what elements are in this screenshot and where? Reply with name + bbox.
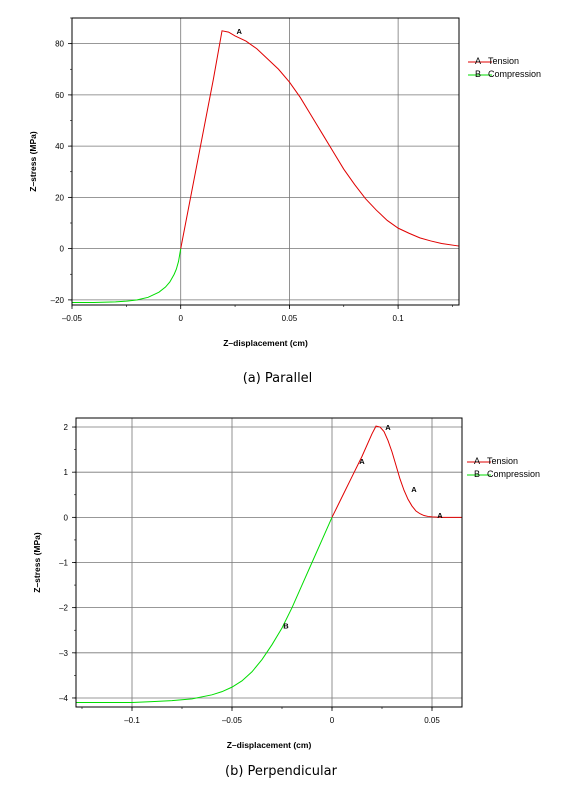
series-line-tension xyxy=(180,30,460,249)
grid-lines xyxy=(71,18,459,305)
tick-marks xyxy=(68,17,453,309)
y-tick-label: 2 xyxy=(64,423,69,432)
legend-label: Tension xyxy=(487,456,518,466)
chart-parallel: –0.05 0 0.05 0.1 –20 0 20 40 60 80 A Z–displaceme… xyxy=(28,17,541,386)
series-marker-label: B xyxy=(283,622,289,631)
y-tick-label: –2 xyxy=(59,604,68,613)
series-line-compression xyxy=(72,248,182,303)
plot-frame xyxy=(71,17,460,306)
legend-marker: B xyxy=(474,469,480,479)
y-tick-label: 60 xyxy=(55,91,64,100)
tick-marks xyxy=(72,426,433,711)
legend-label: Compression xyxy=(488,69,541,79)
series-lines xyxy=(76,425,462,703)
series-line-compression xyxy=(76,517,333,703)
series-marker-label: A xyxy=(437,511,443,520)
x-tick-label: –0.05 xyxy=(222,716,243,725)
legend: A Tension B Compression xyxy=(468,56,541,79)
y-tick-label: 1 xyxy=(64,468,69,477)
legend-marker: A xyxy=(475,56,481,66)
x-tick-label: –0.1 xyxy=(124,716,140,725)
tick-labels: –0.05 0 0.05 0.1 –20 0 20 40 60 80 xyxy=(51,40,405,323)
series-marker-label: A xyxy=(411,485,417,494)
grid-lines xyxy=(76,418,462,707)
x-axis-label: Z–displacement (cm) xyxy=(223,338,308,348)
x-tick-label: 0.05 xyxy=(282,314,298,323)
y-tick-label: –3 xyxy=(59,649,68,658)
y-tick-label: 0 xyxy=(64,513,69,522)
x-tick-label: 0 xyxy=(178,314,183,323)
series-marker-label: A xyxy=(237,27,243,36)
x-tick-label: 0 xyxy=(330,716,335,725)
y-tick-label: –4 xyxy=(59,694,68,703)
legend: A Tension B Compression xyxy=(467,456,540,479)
legend-marker: A xyxy=(474,456,480,466)
figure-caption: (b) Perpendicular xyxy=(225,764,338,779)
x-tick-label: 0.1 xyxy=(393,314,405,323)
figure-caption: (a) Parallel xyxy=(243,371,313,386)
y-tick-label: 80 xyxy=(55,40,64,49)
point-markers: A A A A B xyxy=(283,423,443,631)
y-tick-label: –20 xyxy=(51,296,65,305)
legend-marker: B xyxy=(475,69,481,79)
x-tick-label: 0.05 xyxy=(424,716,440,725)
x-tick-label: –0.05 xyxy=(62,314,83,323)
series-marker-label: A xyxy=(385,423,391,432)
series-marker-label: A xyxy=(359,457,365,466)
tick-labels: –0.1 –0.05 0 0.05 –4 –3 –2 –1 0 1 2 xyxy=(59,423,440,725)
legend-label: Compression xyxy=(487,469,540,479)
y-tick-label: –1 xyxy=(59,559,68,568)
series-lines xyxy=(72,30,460,303)
y-tick-label: 20 xyxy=(55,193,64,202)
legend-label: Tension xyxy=(488,56,519,66)
y-tick-label: 0 xyxy=(60,245,65,254)
x-axis-label: Z–displacement (cm) xyxy=(227,740,312,750)
series-line-tension xyxy=(331,425,462,518)
point-markers: A xyxy=(237,27,243,36)
y-tick-label: 40 xyxy=(55,142,64,151)
y-axis-label: Z–stress (MPa) xyxy=(28,131,38,192)
y-axis-label: Z–stress (MPa) xyxy=(32,532,42,593)
